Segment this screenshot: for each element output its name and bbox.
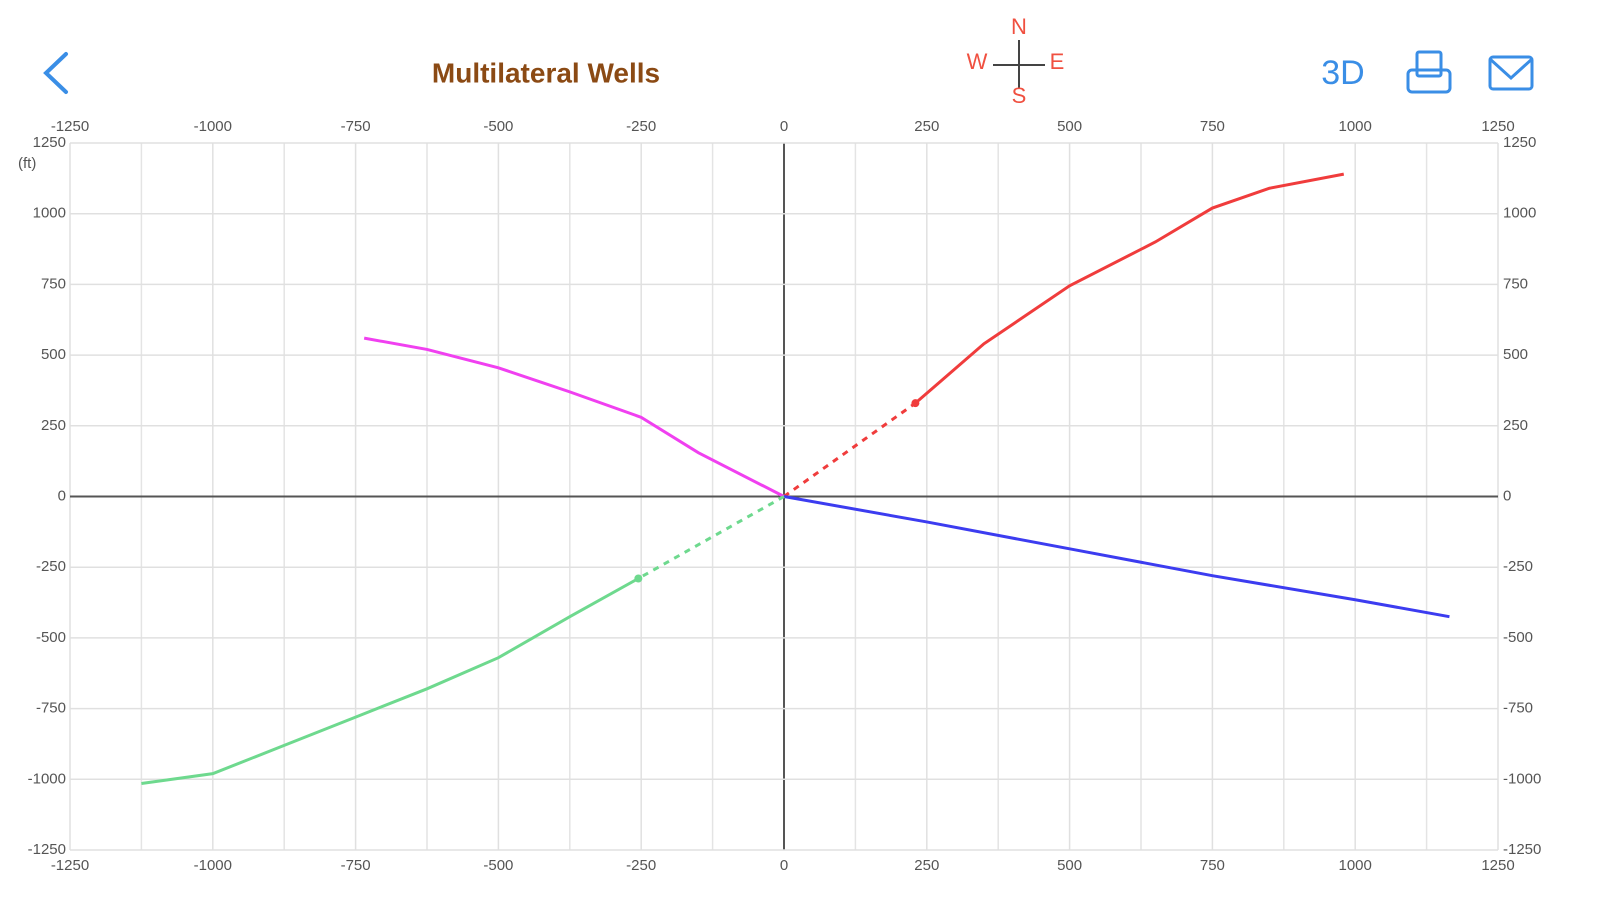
y-tick-label: 1250 — [1503, 134, 1536, 151]
y-tick-label: -250 — [1503, 558, 1533, 575]
x-tick-label: -1250 — [51, 118, 89, 135]
y-tick-label: 0 — [1503, 487, 1511, 504]
y-tick-label: -1250 — [28, 841, 66, 858]
3d-button[interactable]: 3D — [1321, 54, 1364, 92]
y-tick-label: 750 — [1503, 275, 1528, 292]
x-tick-label: -250 — [626, 857, 656, 874]
y-tick-label: 250 — [41, 417, 66, 434]
y-tick-label: 1250 — [33, 134, 66, 151]
compass-n: N — [1011, 14, 1027, 39]
y-tick-label: 250 — [1503, 417, 1528, 434]
x-tick-label: -1000 — [194, 857, 232, 874]
y-tick-label: 1000 — [33, 205, 66, 222]
mail-button[interactable] — [1488, 55, 1534, 91]
y-tick-label: -1250 — [1503, 841, 1541, 858]
compass: N S W E — [967, 14, 1065, 108]
x-tick-label: 750 — [1200, 118, 1225, 135]
x-tick-label: 1000 — [1339, 118, 1372, 135]
y-tick-label: -750 — [1503, 700, 1533, 717]
y-tick-label: 500 — [1503, 346, 1528, 363]
y-tick-label: 750 — [41, 275, 66, 292]
x-tick-label: 0 — [780, 118, 788, 135]
y-tick-label: -500 — [36, 629, 66, 646]
x-tick-label: 250 — [914, 857, 939, 874]
y-tick-label: -1000 — [28, 770, 66, 787]
x-tick-label: -500 — [483, 118, 513, 135]
x-tick-label: 750 — [1200, 857, 1225, 874]
y-tick-label: -250 — [36, 558, 66, 575]
y-tick-label: 500 — [41, 346, 66, 363]
x-tick-label: 0 — [780, 857, 788, 874]
y-tick-label: -1000 — [1503, 770, 1541, 787]
x-tick-label: 1000 — [1339, 857, 1372, 874]
well-path — [363, 336, 785, 498]
x-tick-label: -1250 — [51, 857, 89, 874]
compass-s: S — [1012, 83, 1027, 108]
compass-e: E — [1050, 49, 1065, 74]
y-unit-label: (ft) — [18, 155, 36, 172]
well-path — [783, 401, 917, 498]
x-tick-label: 250 — [914, 118, 939, 135]
title: Multilateral Wells — [432, 57, 660, 88]
x-tick-label: -750 — [341, 857, 371, 874]
x-tick-label: -500 — [483, 857, 513, 874]
back-button[interactable] — [43, 52, 68, 94]
y-tick-label: 0 — [58, 487, 66, 504]
y-tick-label: -500 — [1503, 629, 1533, 646]
x-tick-label: 500 — [1057, 118, 1082, 135]
x-tick-label: -250 — [626, 118, 656, 135]
well-path — [637, 495, 785, 580]
well-path — [783, 495, 1450, 619]
x-tick-label: -1000 — [194, 118, 232, 135]
well-path — [914, 172, 1345, 405]
compass-w: W — [967, 49, 988, 74]
x-tick-label: 1250 — [1481, 857, 1514, 874]
x-tick-label: -750 — [341, 118, 371, 135]
y-tick-label: 1000 — [1503, 205, 1536, 222]
x-tick-label: 500 — [1057, 857, 1082, 874]
well-path — [141, 577, 640, 786]
y-tick-label: -750 — [36, 700, 66, 717]
print-button[interactable] — [1406, 50, 1452, 94]
x-tick-label: 1250 — [1481, 118, 1514, 135]
